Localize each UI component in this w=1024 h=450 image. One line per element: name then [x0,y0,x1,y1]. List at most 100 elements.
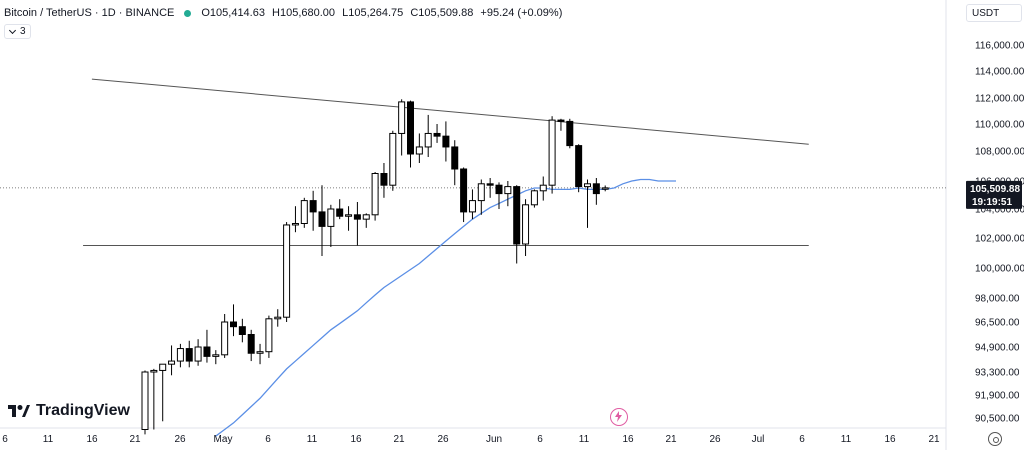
candle-body-down [309,200,317,213]
time-tick-label: Jul [752,434,765,445]
candle[interactable] [451,140,459,186]
candle[interactable] [238,318,246,343]
candle[interactable] [504,181,512,207]
candle[interactable] [584,179,591,228]
candle[interactable] [168,345,176,376]
candle[interactable] [159,363,167,422]
candle[interactable] [371,172,379,221]
candle[interactable] [601,185,609,192]
candle-body-up [539,184,547,192]
candle-body-down [513,186,521,245]
gear-icon[interactable] [988,432,1002,446]
candle[interactable] [442,121,450,162]
candle[interactable] [265,315,273,358]
candle[interactable] [522,199,530,256]
candle[interactable] [327,204,335,247]
candle[interactable] [548,116,556,194]
candle-body-up [477,183,485,202]
currency-button[interactable]: USDT [966,4,1022,22]
price-tick-label: 102,000.00 [975,234,1024,245]
candle-body-up [265,318,273,353]
bolt-icon[interactable] [610,408,628,426]
candle-body-up [468,200,476,213]
candle[interactable] [247,329,255,362]
time-axis: 6 11 16 21 26 May 6 11 16 21 26 Jun 6 11 16 21 26 Jul 6 11 1… [2,434,940,445]
candle[interactable] [274,309,282,327]
candle[interactable] [141,370,149,435]
candle[interactable] [291,206,299,233]
candle-body-up [424,132,432,148]
candle[interactable] [230,304,237,337]
chevron-down-icon [8,26,17,34]
candle[interactable] [185,340,193,368]
descending-trendline-line[interactable] [91,78,809,145]
candle[interactable] [486,178,494,198]
candle[interactable] [194,339,202,366]
candle[interactable] [530,189,538,208]
candle[interactable] [566,118,574,149]
candle-body-down [566,120,574,147]
candle[interactable] [150,368,158,430]
candle-body-up [194,346,202,362]
time-tick-label: 21 [393,434,405,445]
candle[interactable] [592,178,600,205]
price-tick-label: 112,000.00 [975,94,1024,105]
candle[interactable] [495,182,503,209]
candle-body-up [150,369,158,373]
candle[interactable] [513,185,521,264]
candle[interactable] [575,144,583,193]
candle[interactable] [283,222,291,322]
candle[interactable] [176,343,184,368]
high-value: H105,680.00 [272,7,336,19]
candle[interactable] [300,197,308,228]
candle[interactable] [336,199,344,220]
candle-body-up [522,204,530,245]
price-tick-label: 108,000.00 [975,147,1024,158]
candle-body-down [203,346,211,357]
price-tick-label: 116,000.00 [975,41,1024,52]
symbol-title[interactable]: Bitcoin / TetherUS · 1D · BINANCE [4,7,175,19]
candle[interactable] [221,314,229,358]
candle[interactable] [318,185,326,256]
indicators-toggle-button[interactable]: 3 [4,24,31,39]
candle-body-down [433,132,441,137]
candle[interactable] [389,130,397,191]
candle[interactable] [539,176,547,201]
candle-body-up [327,208,335,227]
time-tick-label: May [214,434,233,445]
price-tick-label: 110,000.00 [975,120,1024,131]
price-label-box [966,180,1022,209]
candle-body-up [212,354,220,357]
candle[interactable] [256,343,264,365]
candle[interactable] [424,114,432,157]
candle[interactable] [212,350,220,365]
candle-body-up [176,348,184,362]
candle[interactable] [460,167,468,223]
candle-body-down [185,348,193,362]
candle[interactable] [353,202,361,246]
price-tick-label: 91,900.00 [975,391,1020,402]
candle[interactable] [468,189,476,220]
candle-body-up [601,187,609,190]
candle[interactable] [407,100,414,168]
candle[interactable] [345,206,353,231]
candle[interactable] [398,99,406,156]
candle[interactable] [415,133,423,163]
time-tick-label: 26 [174,434,186,445]
candle-body-up [256,351,264,354]
candle[interactable] [203,329,211,363]
tradingview-logo[interactable]: TradingView [8,402,130,420]
candle-body-down [557,119,565,122]
candle[interactable] [433,124,441,143]
candle-body-down [353,214,361,220]
candle-body-up [274,316,282,320]
candle[interactable] [362,213,370,228]
current-price-label: 105,509.88 19:19:51 [966,180,1022,209]
candle-body-down [238,326,246,335]
candle[interactable] [477,179,485,215]
candle[interactable] [380,163,388,198]
candle-body-up [345,214,353,217]
candle[interactable] [557,118,565,131]
candle[interactable] [309,190,317,231]
